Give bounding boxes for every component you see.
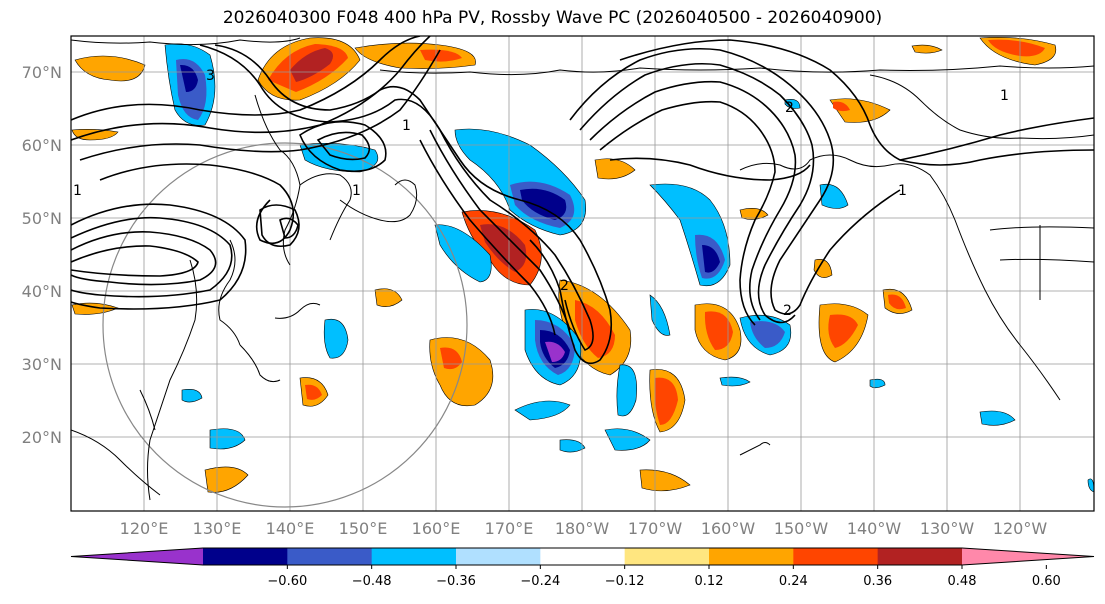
colorbar-tick-label: 0.48 xyxy=(948,574,977,589)
lon-label: 160°E xyxy=(412,519,461,538)
coastlines xyxy=(71,37,1094,501)
colorbar: −0.60 −0.48 −0.36 −0.24 −0.12 0.12 0.24 0.36 0.4… xyxy=(70,547,1095,589)
contour-label: 2 xyxy=(785,100,794,116)
colorbar-segment xyxy=(203,548,288,565)
contour-labels: 1 3 1 1 2 2 1 1 2 xyxy=(73,68,1009,319)
lon-label: 170°W xyxy=(628,519,683,538)
colorbar-tick-label: 0.24 xyxy=(779,574,808,589)
colorbar-segment xyxy=(287,548,373,565)
lat-label: 40°N xyxy=(22,282,62,301)
colorbar-segment xyxy=(540,548,626,565)
map-frame xyxy=(70,35,1095,512)
colorbar-tick-label: 0.36 xyxy=(863,574,892,589)
contour-label: 1 xyxy=(898,183,907,199)
lon-label: 140°W xyxy=(847,519,902,538)
colorbar-segment xyxy=(456,548,541,565)
pv-contours xyxy=(71,36,1094,365)
lon-label: 150°W xyxy=(774,519,829,538)
lon-label: 140°E xyxy=(266,519,315,538)
contour-label: 2 xyxy=(783,303,792,319)
colorbar-segment xyxy=(793,548,879,565)
colorbar-tick-label: 0.60 xyxy=(1032,574,1061,589)
lon-label: 130°W xyxy=(920,519,975,538)
colorbar-segment xyxy=(709,548,794,565)
lon-label: 130°E xyxy=(193,519,242,538)
contour-label: 1 xyxy=(352,183,361,199)
colorbar-segment xyxy=(371,548,457,565)
colorbar-tick-label: −0.60 xyxy=(267,574,307,589)
colorbar-segment xyxy=(624,548,710,565)
colorbar-extend-min xyxy=(71,548,203,565)
lon-label: 120°E xyxy=(120,519,169,538)
lat-label: 60°N xyxy=(22,136,62,155)
map-title: 2026040300 F048 400 hPa PV, Rossby Wave … xyxy=(222,8,883,28)
colorbar-segment xyxy=(877,548,963,565)
contour-label: 1 xyxy=(1000,88,1009,104)
contour-label: 1 xyxy=(402,118,411,134)
lon-label: 150°E xyxy=(339,519,388,538)
longitude-labels: 120°E 130°E 140°E 150°E 160°E 170°E 180°… xyxy=(120,519,1048,538)
latitude-labels: 70°N 60°N 50°N 40°N 30°N 20°N xyxy=(22,63,62,447)
lat-label: 20°N xyxy=(22,428,62,447)
colorbar-tick-label: −0.36 xyxy=(436,574,476,589)
lon-label: 180°W xyxy=(555,519,610,538)
lon-label: 120°W xyxy=(993,519,1048,538)
contour-label: 3 xyxy=(206,68,215,84)
pv-anomaly-fill xyxy=(71,37,1094,493)
lat-label: 50°N xyxy=(22,209,62,228)
colorbar-tick-label: 0.12 xyxy=(695,574,724,589)
colorbar-outline xyxy=(70,547,1095,566)
reference-circle xyxy=(102,142,468,508)
colorbar-tick-label: −0.48 xyxy=(352,574,392,589)
colorbar-extend-max xyxy=(962,548,1094,565)
lat-label: 30°N xyxy=(22,355,62,374)
lon-label: 160°W xyxy=(701,519,756,538)
colorbar-tick-label: −0.24 xyxy=(520,574,560,589)
contour-label: 2 xyxy=(560,278,569,294)
contour-label: 1 xyxy=(73,183,82,199)
colorbar-tick-label: −0.12 xyxy=(605,574,645,589)
lat-label: 70°N xyxy=(22,63,62,82)
lon-label: 170°E xyxy=(485,519,534,538)
